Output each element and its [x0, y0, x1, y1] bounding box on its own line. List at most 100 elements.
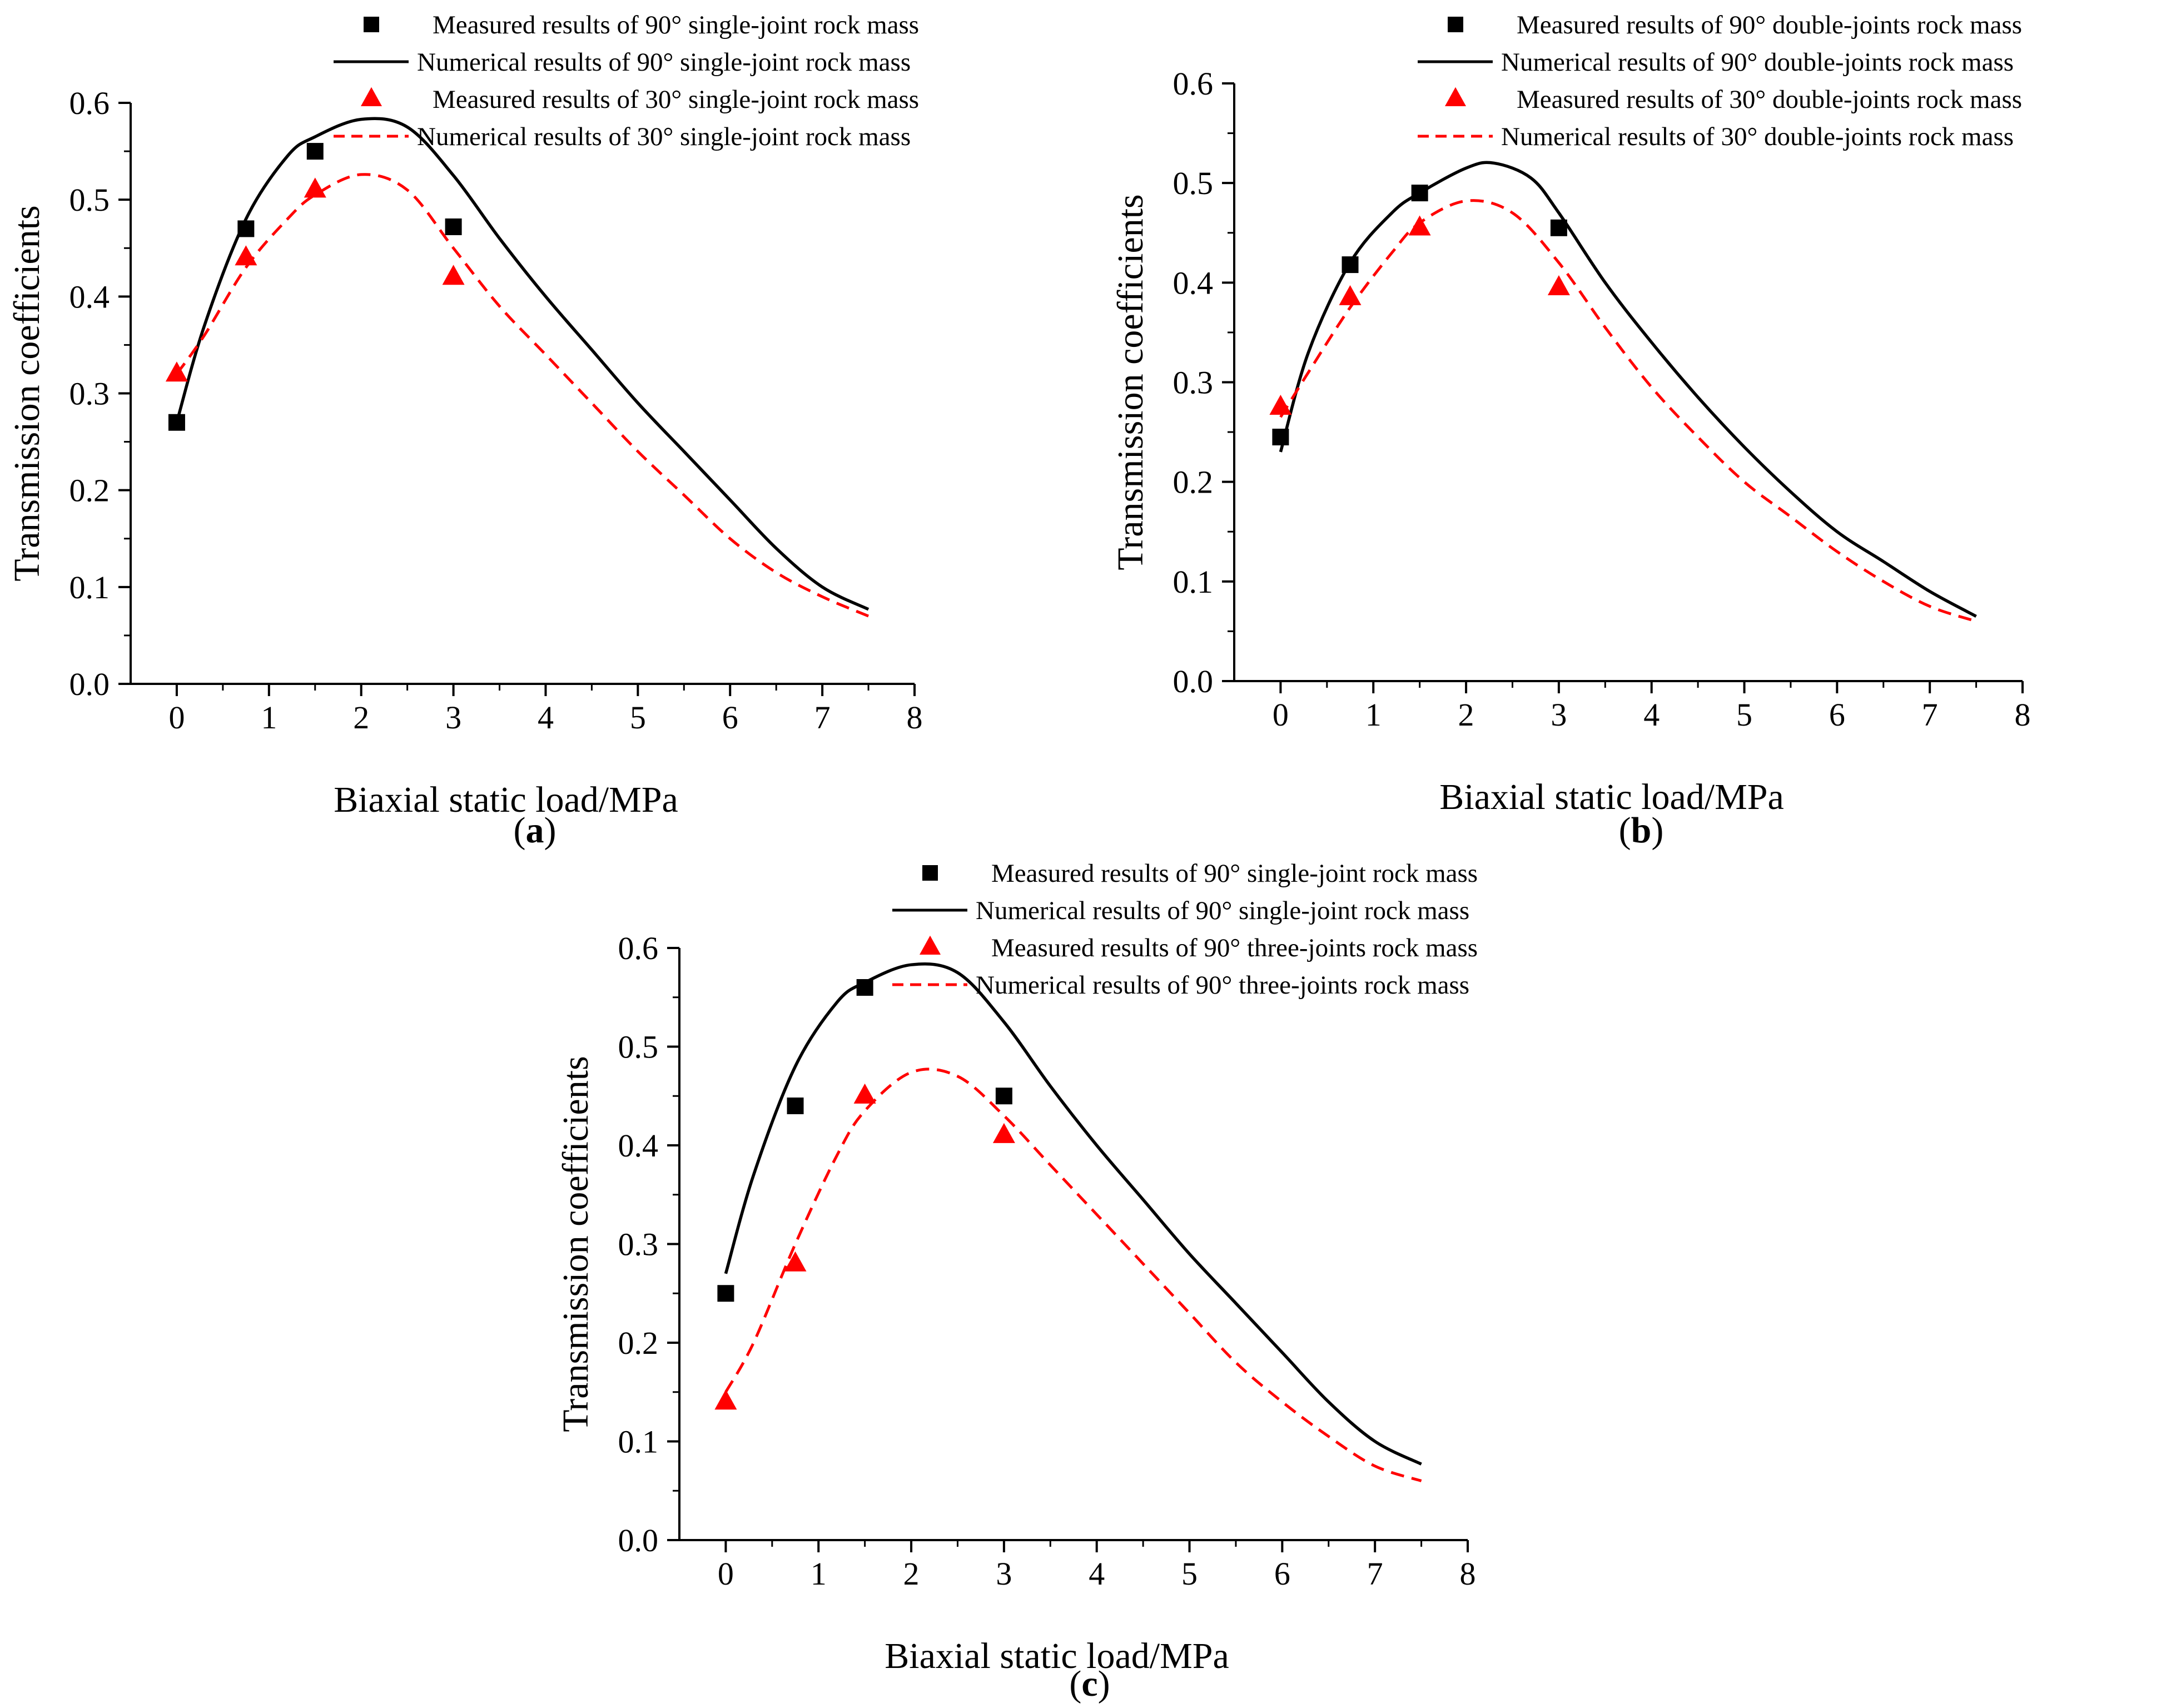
legend-entry-label: Numerical results of 90° single-joint ro…: [976, 896, 1469, 925]
series-2: [165, 177, 465, 382]
square-marker: [995, 1088, 1012, 1105]
triangle-marker: [304, 177, 326, 198]
legend: Measured results of 90° single-joint roc…: [892, 859, 1478, 1000]
x-tick-label: 1: [811, 1556, 827, 1592]
triangle-marker: [1269, 395, 1292, 415]
legend-entry-label: Measured results of 90° double-joints ro…: [1517, 11, 2022, 39]
legend: Measured results of 90° double-joints ro…: [1418, 11, 2022, 151]
y-tick-label: 0.1: [618, 1424, 659, 1460]
x-tick-label: 4: [538, 699, 554, 736]
series-3: [1279, 199, 1977, 623]
y-tick-label: 0.3: [69, 376, 110, 412]
x-tick-label: 7: [1367, 1556, 1383, 1592]
legend-triangle-symbol: [1445, 87, 1466, 106]
square-marker: [787, 1098, 804, 1114]
x-tick-label: 4: [1643, 697, 1660, 733]
x-tick-label: 8: [1460, 1556, 1476, 1592]
legend-entry-label: Numerical results of 90° double-joints r…: [1501, 48, 2014, 77]
x-tick-label: 5: [1181, 1556, 1198, 1592]
triangle-marker: [235, 245, 257, 266]
y-tick-label: 0.1: [69, 569, 110, 605]
x-tick-label: 1: [1365, 697, 1382, 733]
y-tick-label: 0.5: [1173, 165, 1214, 201]
y-tick-label: 0.6: [1173, 66, 1214, 102]
x-tick-label: 6: [1274, 1556, 1290, 1592]
y-tick-label: 0.3: [618, 1227, 659, 1263]
series-3: [175, 173, 870, 618]
x-tick-label: 7: [1922, 697, 1938, 733]
x-axis-title: Biaxial static load/MPa: [334, 779, 678, 820]
x-tick-label: 3: [1551, 697, 1567, 733]
legend-entry-label: Numerical results of 30° single-joint ro…: [417, 122, 911, 151]
legend-triangle-symbol: [361, 87, 382, 106]
x-tick-label: 0: [1273, 697, 1289, 733]
legend-triangle-symbol: [920, 935, 941, 955]
triangle-marker: [165, 361, 188, 382]
y-axis-title: Transmission coefficients: [555, 1056, 596, 1432]
x-tick-label: 2: [1458, 697, 1474, 733]
series-3: [724, 1068, 1422, 1482]
legend-entry-label: Measured results of 90° single-joint roc…: [433, 11, 919, 39]
x-tick-label: 5: [630, 699, 646, 736]
y-tick-label: 0.4: [69, 279, 110, 315]
series-2: [714, 1083, 1015, 1410]
y-tick-label: 0.0: [618, 1522, 659, 1558]
y-axis-title: Transmission coefficients: [7, 205, 47, 581]
series-1: [724, 962, 1422, 1466]
legend-entry-label: Numerical results of 90° single-joint ro…: [417, 48, 911, 77]
triangle-marker: [992, 1123, 1015, 1143]
solid-series-line: [724, 962, 1422, 1466]
square-marker: [306, 143, 324, 160]
triangle-marker: [442, 265, 465, 285]
chart-panel-c: 0 1 2 3 4 5 6 7 8 0.0 0.1 0.2 0.3 0.4 0.5 0.6 Biaxial st…: [555, 859, 1478, 1704]
y-tick-label: 0.2: [69, 473, 110, 509]
series-2: [1269, 215, 1570, 415]
x-tick-label: 0: [718, 1556, 734, 1592]
y-tick-label: 0.1: [1173, 564, 1214, 600]
legend-entry-label: Measured results of 90° single-joint roc…: [991, 859, 1478, 888]
legend-entry-label: Numerical results of 90° three-joints ro…: [976, 971, 1469, 1000]
y-tick-label: 0.5: [69, 182, 110, 218]
x-tick-label: 1: [261, 699, 277, 736]
chart-panel-a: 0 1 2 3 4 5 6 7 8 0.0 0.1 0.2 0.3 0.4 0.5 0.6 Biaxial st…: [7, 11, 923, 851]
triangle-marker: [714, 1389, 737, 1410]
legend-entry-label: Measured results of 90° three-joints roc…: [991, 934, 1478, 962]
legend-entry-label: Measured results of 30° double-joints ro…: [1517, 85, 2022, 114]
panel-label: (a): [514, 810, 557, 851]
y-tick-label: 0.4: [1173, 265, 1214, 301]
x-tick-label: 6: [1829, 697, 1845, 733]
y-tick-label: 0.0: [1173, 663, 1214, 699]
x-tick-label: 3: [445, 699, 461, 736]
x-tick-label: 5: [1736, 697, 1752, 733]
y-axis-title: Transmission coefficients: [1110, 194, 1151, 570]
legend-square-symbol: [1448, 17, 1463, 32]
x-tick-label: 4: [1089, 1556, 1105, 1592]
triangle-marker: [784, 1251, 807, 1272]
y-tick-label: 0.3: [1173, 365, 1214, 401]
legend-square-symbol: [922, 865, 938, 881]
dashed-series-line: [724, 1068, 1422, 1482]
legend-square-symbol: [364, 17, 379, 32]
triangle-marker: [1547, 275, 1570, 295]
x-tick-label: 2: [353, 699, 369, 736]
x-tick-label: 0: [168, 699, 185, 736]
y-tick-label: 0.6: [69, 85, 110, 121]
y-tick-label: 0.0: [69, 666, 110, 702]
dashed-series-line: [1279, 199, 1977, 623]
series-0: [717, 979, 1012, 1302]
y-tick-label: 0.6: [618, 930, 659, 966]
legend-entry-label: Numerical results of 30° double-joints r…: [1501, 122, 2014, 151]
dashed-series-line: [175, 173, 870, 618]
x-tick-label: 7: [814, 699, 831, 736]
x-axis-title: Biaxial static load/MPa: [1439, 777, 1784, 817]
panel-label: (b): [1619, 810, 1664, 851]
triangle-marker: [1339, 285, 1362, 305]
y-tick-label: 0.4: [618, 1128, 659, 1164]
x-tick-label: 3: [996, 1556, 1012, 1592]
square-marker: [445, 218, 462, 235]
y-tick-label: 0.2: [618, 1325, 659, 1361]
legend-entry-label: Measured results of 30° single-joint roc…: [433, 85, 919, 114]
x-tick-label: 8: [2015, 697, 2031, 733]
square-marker: [717, 1285, 734, 1302]
